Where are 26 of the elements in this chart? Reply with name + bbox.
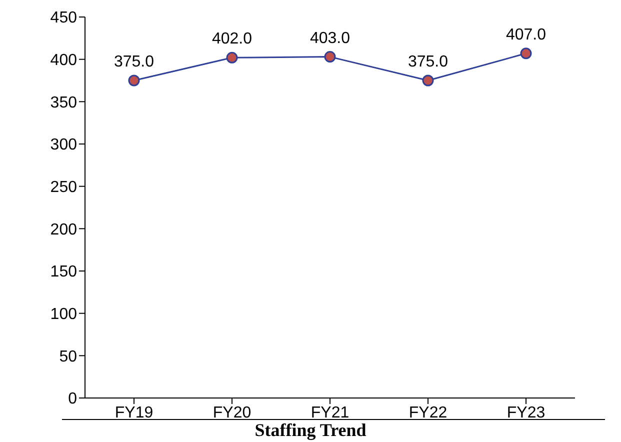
- data-label: 375.0: [408, 54, 448, 70]
- y-tick-label: 200: [50, 221, 78, 238]
- data-label: 375.0: [114, 54, 154, 70]
- x-tick-label: FY22: [408, 404, 448, 422]
- point: [226, 52, 238, 64]
- y-tick-label: 50: [59, 348, 78, 366]
- x-tick-label: FY23: [506, 404, 546, 422]
- y-tick-label: 300: [50, 136, 78, 154]
- y-tick-label: 350: [50, 94, 78, 112]
- y-tick-label: 150: [50, 264, 78, 281]
- y-tick-label: 100: [50, 306, 78, 324]
- point: [128, 74, 140, 86]
- y-tick-label: 250: [50, 179, 78, 196]
- data-label: 403.0: [310, 30, 350, 47]
- data-label: 407.0: [506, 26, 546, 44]
- y-tick-label: 400: [50, 52, 78, 70]
- point: [324, 51, 336, 63]
- y-tick-label: 0: [68, 390, 78, 408]
- x-tick-label: FY20: [212, 404, 252, 422]
- x-tick-label: FY19: [114, 404, 154, 422]
- text: Staffing Trend: [254, 420, 368, 441]
- point: [422, 74, 434, 86]
- point: [520, 48, 532, 60]
- x-tick-label: FY21: [310, 404, 350, 422]
- data-label: 402.0: [212, 30, 252, 48]
- y-tick-label: 450: [50, 10, 78, 27]
